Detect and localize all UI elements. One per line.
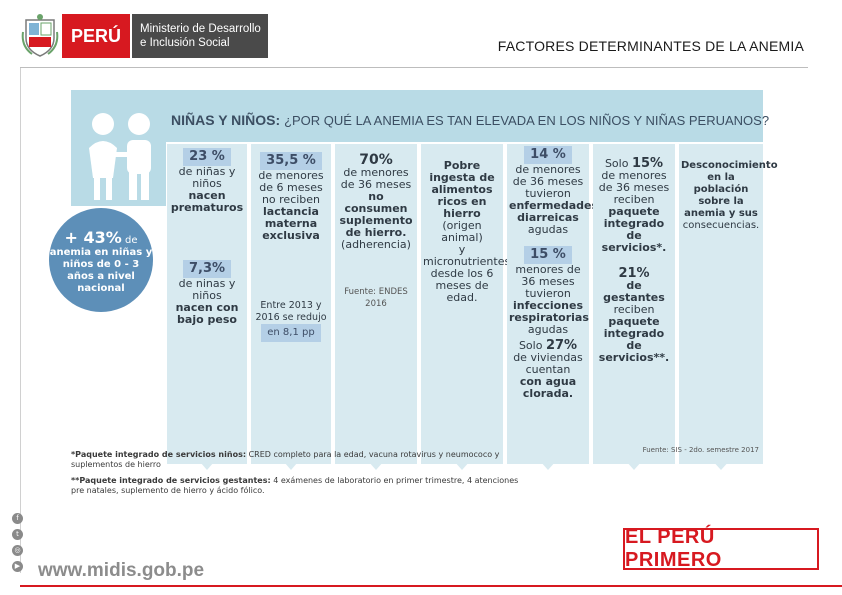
factor-text: Desconocimiento en la población sobre la… [681,160,778,231]
ministry-name: Ministerio de Desarrollo e Inclusión Soc… [132,14,268,58]
factor-source: Fuente: ENDES 2016 [344,287,408,309]
peru-crest-icon [21,14,59,57]
anemia-rate-value: + 43% [64,228,122,247]
infographic-source: Fuente: SIS - 2do. semestre 2017 [642,446,759,454]
stat-percent: 70% [359,152,393,168]
factor-text: 15 % menores de 36 meses tuvieron infecc… [509,246,589,336]
ministry-line-2: e Inclusión Social [140,37,230,49]
factor-text: Solo 27% de viviendas cuentan con agua c… [513,338,583,400]
header-divider [20,67,808,68]
footnote-pregnant: **Paquete integrado de servicios gestant… [71,476,519,495]
factor-column-breastfeeding: 35,5 % de menores de 6 meses no reciben … [251,144,331,470]
footnotes: *Paquete integrado de servicios niños: C… [71,450,521,496]
factor-column-prematurity: 23 % de niñas y niños nacen prematuros 7… [167,144,247,470]
factor-text: 21% de gestantes reciben paquete integra… [598,266,670,364]
infographic-banner [71,90,763,142]
facebook-icon[interactable]: f [12,513,23,524]
children-icon [89,113,151,200]
ministry-line-1: Ministerio de Desarrollo [140,23,261,35]
factor-text: 70% de menores de 36 meses no consumen s… [339,152,413,251]
page-title: FACTORES DETERMINANTES DE LA ANEMIA [497,38,804,54]
infographic-title-bold: NIÑAS Y NIÑOS: [171,112,281,128]
stat-percent: 35,5 % [260,152,322,170]
factor-column-services: Solo 15% de menores de 36 meses reciben … [593,144,675,470]
youtube-icon[interactable]: ▶ [12,561,23,572]
infographic-title: NIÑAS Y NIÑOS: ¿POR QUÉ LA ANEMIA ES TAN… [171,112,769,128]
factor-column-awareness: Desconocimiento en la población sobre la… [679,144,778,470]
factor-text: 14 % de menores de 36 meses tuvieron enf… [509,146,599,236]
footnote-children: *Paquete integrado de servicios niños: C… [71,450,500,469]
factor-text: 7,3% de ninas y niños nacen con bajo pes… [175,260,239,326]
factor-text: 23 % de niñas y niños nacen prematuros [170,148,244,214]
stat-percent: 14 % [524,146,572,164]
ministry-logo: PERÚ Ministerio de Desarrollo e Inclusió… [20,12,270,60]
factor-note: Entre 2013 y 2016 se redujo en 8,1 pp [253,300,329,342]
stat-percent: 21% [618,266,650,281]
left-divider [20,68,21,573]
el-peru-primero-logo: EL PERÚ PRIMERO [623,526,819,571]
stat-percent: 23 % [183,148,231,166]
anemia-infographic: NIÑAS Y NIÑOS: ¿POR QUÉ LA ANEMIA ES TAN… [49,90,778,495]
factor-column-poor-intake: Pobre ingesta de alimentos ricos en hier… [421,144,511,470]
factor-column-iron-supplement: 70% de menores de 36 meses no consumen s… [335,144,417,470]
instagram-icon[interactable]: ◎ [12,545,23,556]
stat-percent: 15% [631,156,664,171]
anemia-rate-circle: + 43% de anemia en niñas y niños de 0 - … [49,208,153,312]
website-url[interactable]: www.midis.gob.pe [38,560,205,581]
stat-percent: 15 % [524,246,572,264]
peru-badge: PERÚ [62,14,130,58]
stat-percent: 7,3% [182,260,232,278]
factor-column-diseases: 14 % de menores de 36 meses tuvieron enf… [507,144,599,470]
stat-percent: 27% [545,338,578,353]
factor-text: 35,5 % de menores de 6 meses no reciben … [258,152,324,242]
twitter-icon[interactable]: t [12,529,23,540]
social-links: f t ◎ ▶ [12,513,28,577]
children-illustration-area [71,90,166,206]
footer-divider [20,585,842,587]
factor-text: Solo 15% de menores de 36 meses reciben … [598,156,670,254]
infographic-title-question: ¿POR QUÉ LA ANEMIA ES TAN ELEVADA EN LOS… [284,113,770,128]
factor-text: Pobre ingesta de alimentos ricos en hier… [423,159,511,304]
